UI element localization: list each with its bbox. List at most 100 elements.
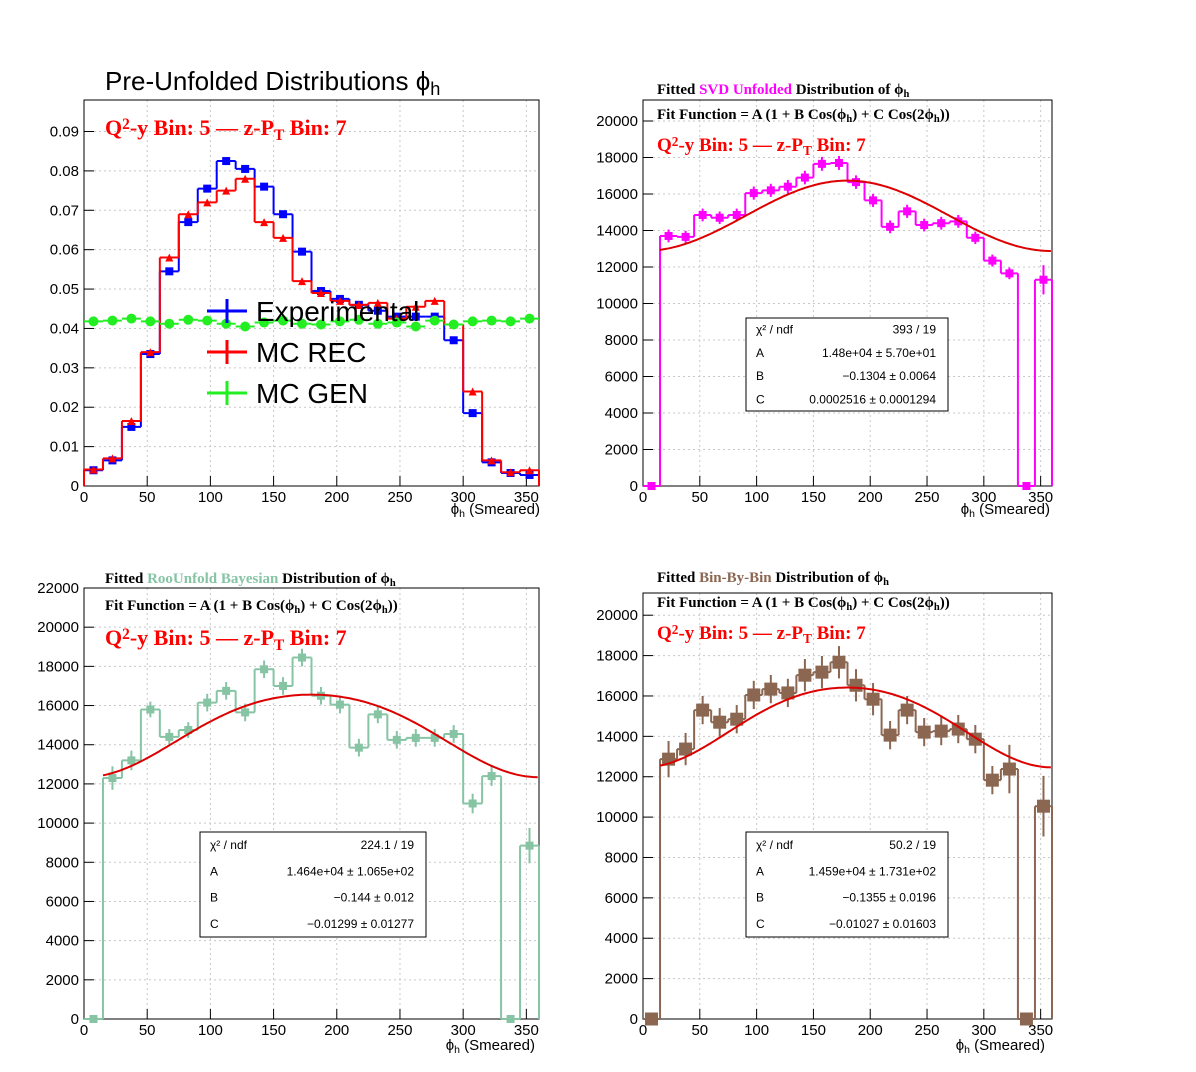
text-part: T: [803, 631, 812, 646]
text-part: h: [934, 602, 940, 613]
marker: [988, 256, 997, 265]
marker: [798, 668, 812, 682]
stats-name: C: [756, 392, 765, 406]
marker: [985, 773, 999, 787]
stats-name: C: [756, 917, 765, 931]
marker: [679, 742, 693, 756]
stats-value: 393 / 19: [893, 323, 937, 337]
marker: [732, 210, 741, 219]
marker: [108, 774, 117, 783]
marker: [127, 422, 136, 431]
text-part: h: [846, 602, 852, 613]
text-part: Bin-By-Bin: [699, 570, 772, 586]
fit-function: Fit Function = A (1 + B Cos(ϕh) + C Cos(…: [105, 598, 398, 616]
stats-name: B: [210, 891, 218, 905]
y-tick-label: 0.05: [50, 281, 79, 298]
marker: [411, 312, 420, 321]
x-tick-label: 250: [915, 489, 940, 506]
marker: [834, 158, 843, 167]
text-part: Fitted: [657, 82, 699, 98]
y-tick-label: 10000: [596, 809, 638, 826]
marker: [681, 232, 690, 241]
y-tick-label: 4000: [605, 930, 638, 947]
marker: [505, 316, 516, 327]
marker: [900, 703, 914, 717]
text-part: Bin: 7: [284, 625, 346, 650]
marker: [764, 682, 778, 696]
y-tick-label: 0.03: [50, 360, 79, 377]
marker: [430, 296, 439, 305]
y-tick-label: 0: [630, 1011, 638, 1028]
text-part: (Smeared): [975, 501, 1050, 518]
y-tick-label: 12000: [596, 769, 638, 786]
y-tick-label: 14000: [596, 728, 638, 745]
marker: [298, 653, 307, 662]
x-tick-label: 100: [198, 1022, 223, 1039]
marker: [715, 213, 724, 222]
text-part: 2: [672, 134, 679, 149]
marker: [449, 729, 458, 738]
marker: [696, 703, 710, 717]
text-part: )): [940, 107, 950, 123]
x-tick-label: 300: [971, 489, 996, 506]
text-part: T: [274, 127, 285, 144]
stats-value: 0.0002516 ± 0.0001294: [809, 392, 936, 406]
x-tick-label: 350: [514, 489, 539, 506]
marker: [468, 409, 477, 418]
y-tick-label: 12000: [37, 776, 79, 793]
x-tick-label: 200: [858, 1022, 883, 1039]
x-tick-label: 200: [858, 489, 883, 506]
y-tick-label: 16000: [37, 698, 79, 715]
marker: [430, 733, 439, 742]
marker: [241, 164, 250, 173]
marker: [800, 173, 809, 182]
marker: [506, 468, 515, 477]
y-tick-label: 22000: [37, 580, 79, 597]
y-tick-label: 10000: [596, 295, 638, 312]
marker: [410, 321, 421, 332]
x-tick-label: 0: [80, 1022, 88, 1039]
marker: [372, 318, 383, 329]
marker: [279, 233, 288, 242]
text-part: (Smeared): [460, 1037, 535, 1054]
x-tick-label: 50: [691, 489, 708, 506]
text-part: Bin: 7: [284, 115, 346, 140]
x-tick-label: 0: [639, 1022, 647, 1039]
marker: [1022, 482, 1031, 490]
marker: [766, 186, 775, 195]
y-tick-label: 20000: [596, 113, 638, 130]
text-part: Fit Function = A (1 + B Cos(ϕ: [657, 107, 846, 123]
marker: [164, 318, 175, 329]
marker: [88, 316, 99, 327]
text-part: Fitted: [105, 571, 147, 587]
marker: [146, 348, 155, 357]
marker: [832, 655, 846, 669]
marker: [749, 189, 758, 198]
frame: [642, 592, 1053, 1020]
y-tick-label: 6000: [605, 890, 638, 907]
marker: [817, 159, 826, 168]
marker: [260, 218, 269, 227]
y-tick-label: 10000: [37, 815, 79, 832]
stats-name: χ² / ndf: [756, 323, 794, 337]
y-tick-label: 0.01: [50, 439, 79, 456]
marker: [920, 221, 929, 230]
marker: [145, 316, 156, 327]
marker: [165, 732, 174, 741]
marker: [506, 1015, 515, 1023]
text-part: (Smeared): [465, 501, 540, 518]
text-part: h: [294, 605, 300, 616]
x-tick-label: 150: [801, 1022, 826, 1039]
chart-title: Fitted RooUnfold Bayesian Distribution o…: [105, 571, 396, 589]
stats-value: 50.2 / 19: [889, 838, 936, 852]
x-tick-label: 350: [514, 1022, 539, 1039]
text-part: Pre-Unfolded Distributions ϕ: [105, 66, 430, 96]
chart-title: Fitted SVD Unfolded Distribution of ϕh: [657, 82, 909, 100]
y-tick-label: 16000: [596, 186, 638, 203]
y-tick-label: 0.09: [50, 124, 79, 141]
marker: [525, 841, 534, 850]
y-tick-label: 4000: [46, 933, 79, 950]
x-tick-label: 0: [80, 489, 88, 506]
marker: [241, 174, 250, 183]
marker: [298, 277, 307, 286]
